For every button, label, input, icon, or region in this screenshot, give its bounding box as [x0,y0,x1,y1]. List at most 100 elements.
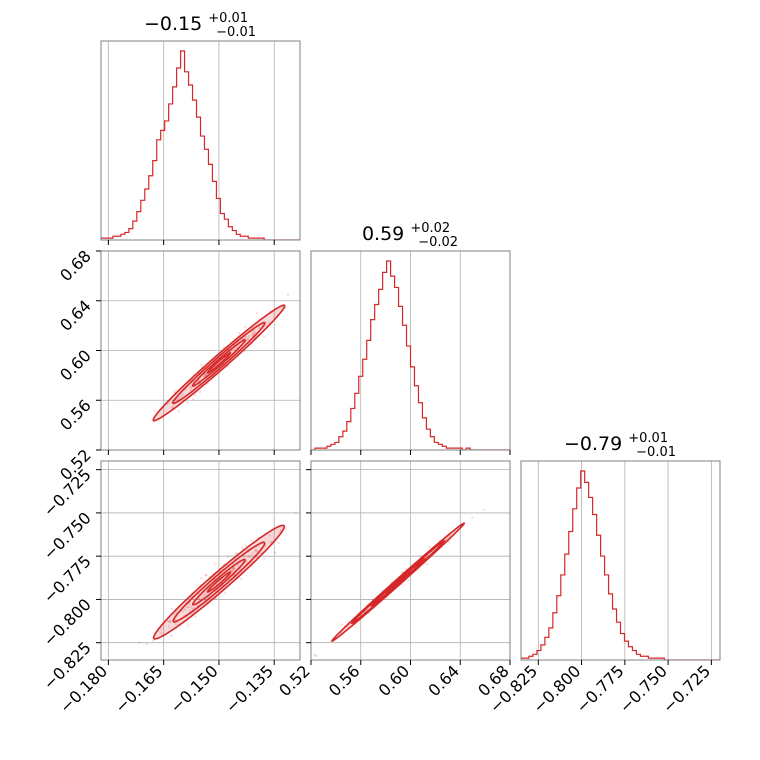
sample-point [168,620,171,624]
y-tick-label-param-2: 0.56 [56,396,95,435]
sample-point [286,293,290,297]
histogram-param-3 [521,470,720,660]
y-tick-label-param-2: 0.64 [56,296,95,335]
title-param-2-upper: +0.02 [410,221,450,236]
x-tick-label-param-2: 0.64 [424,661,463,700]
sample-point [173,390,176,394]
sample-point [169,634,173,638]
sample-point [294,511,297,514]
title-param-1-upper: +0.01 [208,11,248,26]
sample-point [269,541,272,544]
density-contour [350,540,446,625]
sample-point [171,405,175,409]
density-contour [206,352,232,374]
sample-point [186,400,189,404]
density-contour [385,570,411,594]
sample-point [153,409,157,412]
sample-point [159,631,163,635]
density-contour [191,558,246,606]
density-contour [191,339,247,387]
sample-point [189,605,193,609]
sample-point [447,540,451,544]
sample-point [231,567,235,571]
sample-point [234,346,238,349]
panel-hist-param-2 [311,251,510,450]
sample-point [204,592,208,596]
sample-point [183,608,186,611]
y-tick-label-param-2: 0.68 [56,246,95,285]
sample-point [245,559,248,563]
sample-point [232,567,236,570]
sample-point [193,393,197,397]
sample-point [201,595,204,598]
panel-scatter-param-1-vs-param-3 [101,461,300,660]
sample-point [252,332,256,336]
sample-point [202,593,206,597]
sample-point [268,534,272,537]
title-param-2: 0.59 +0.02 −0.02 [362,215,458,250]
sample-point [203,591,207,595]
sample-point [248,555,252,559]
sample-point [199,363,203,367]
sample-point [313,654,317,657]
sample-point [231,568,235,572]
sample-point [173,622,177,625]
panel-frame-hist-param-3 [520,460,721,661]
sample-point [254,550,257,553]
sample-point [193,615,197,618]
sample-point [244,335,248,338]
sample-point [246,337,250,341]
sample-point [196,604,199,607]
sample-point [232,569,235,573]
sample-point [189,388,192,391]
x-tick-label-param-2: 0.56 [325,661,364,700]
sample-point [247,554,250,558]
sample-point [197,598,201,601]
sample-point [204,573,208,577]
sample-point [257,326,261,330]
x-tick-label-param-1: −0.135 [222,661,277,716]
x-tick-label-param-2: 0.52 [275,661,314,700]
sample-point [243,336,247,340]
sample-point [214,562,217,566]
sample-point [250,552,254,555]
sample-point [245,544,248,548]
sample-point [232,566,236,569]
title-param-2-lower: −0.02 [418,235,458,250]
sample-point [246,338,250,342]
sample-point [406,579,410,582]
sample-point [198,602,201,606]
sample-point [205,573,208,577]
title-param-1-value: −0.15 [144,13,202,35]
sample-point [223,591,227,594]
density-contour [152,304,286,422]
sample-point [339,623,343,626]
sample-point [252,332,256,335]
sample-point [277,541,280,545]
x-tick-label-param-1: −0.150 [166,661,221,716]
sample-point [482,508,486,511]
sample-point [159,627,163,631]
sample-point [152,639,155,642]
x-tick-label-param-2: 0.60 [375,661,414,700]
sample-point [227,364,230,368]
sample-point [258,325,261,329]
sample-point [425,562,429,566]
sample-point [226,555,230,559]
sample-point [186,624,189,627]
sample-point [279,528,283,532]
sample-point [175,388,178,392]
sample-point [428,545,431,549]
panel-frame-scatter-1-3 [100,460,301,661]
sample-point [177,397,180,401]
title-param-3: −0.79 +0.01 −0.01 [564,425,676,460]
title-param-1-lower: −0.01 [216,25,256,40]
sample-point [170,607,174,611]
sample-point [239,577,243,581]
sample-point [167,625,171,628]
sample-point [145,642,148,646]
sample-point [237,332,241,335]
panel-scatter-param-2-vs-param-3 [311,461,510,660]
title-param-1: −0.15 +0.01 −0.01 [144,5,256,40]
